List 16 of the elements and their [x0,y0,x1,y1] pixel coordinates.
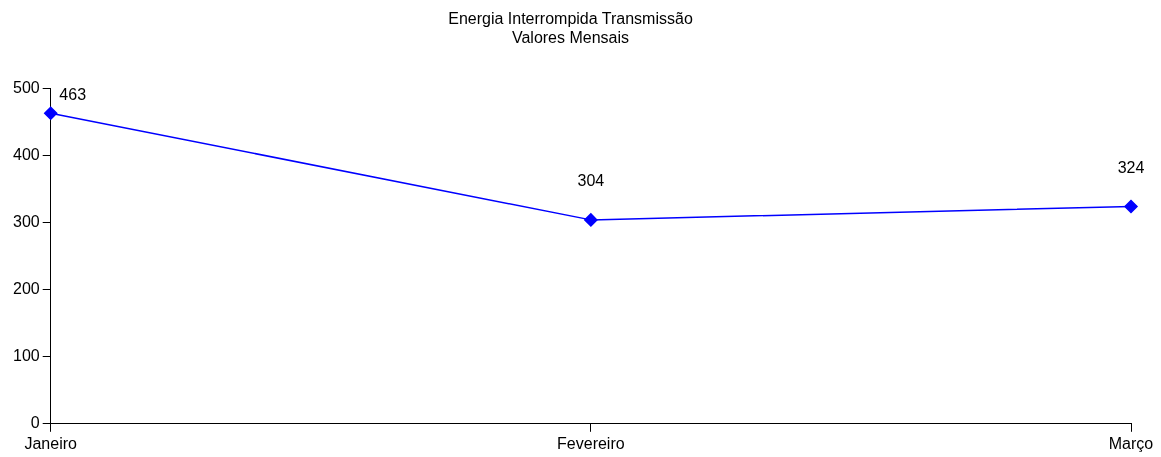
y-tick-label: 400 [12,145,40,163]
data-label: 304 [577,172,605,190]
y-tick-label: 200 [12,280,40,298]
point [1124,199,1138,214]
point [584,213,598,227]
data-label: 463 [59,85,87,103]
x-tick-label: Março [1108,434,1154,452]
y-tick-label: 100 [12,347,40,365]
chart-title: Energia Interrompida Transmissão Valores Mensais [448,10,693,47]
y-tick-label: 300 [12,212,40,230]
x-tick-label: Janeiro [24,434,78,452]
x-tick-label: Fevereiro [557,434,625,452]
y-tick-label: 500 [12,78,40,96]
data-label: 324 [1117,158,1145,176]
y-tick-label: 0 [30,414,40,432]
point [43,106,58,120]
